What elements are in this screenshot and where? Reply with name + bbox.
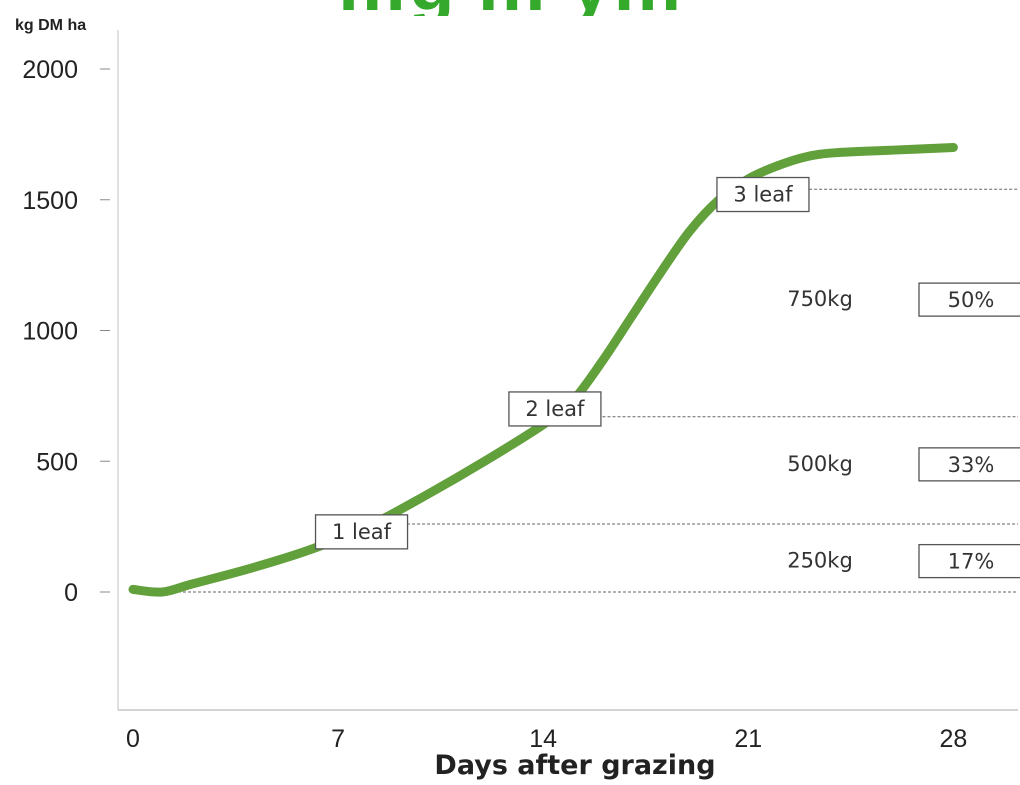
x-tick-label: 7	[331, 725, 345, 753]
tick-labels: 0 500 1000 1500 2000 0 7 14 21 28	[22, 56, 967, 753]
y-tick-label: 1500	[22, 187, 78, 215]
x-tick-label: 0	[126, 725, 140, 753]
leaf-annotation-label: 1 leaf	[332, 520, 392, 544]
x-tick-label: 21	[734, 725, 762, 753]
x-axis-label: Days after grazing	[434, 750, 716, 781]
x-tick-label: 14	[529, 725, 557, 753]
growth-curve	[128, 142, 958, 597]
band-amount-label: 500kg	[787, 452, 853, 476]
leaf-annotation-label: 3 leaf	[733, 183, 793, 207]
leaf-annotation-box	[508, 391, 602, 427]
growth-curve-line	[128, 142, 958, 597]
band-percent-box	[918, 447, 1020, 482]
band-amount-label: 250kg	[787, 549, 853, 573]
y-tick-label: 1000	[22, 318, 78, 346]
chart-title-banner: …g … y…	[0, 0, 1020, 16]
band-percent-label: 33%	[948, 453, 995, 477]
band-percent-label: 50%	[948, 288, 995, 312]
leaf-annotations: 1 leaf 2 leaf 3 leaf	[314, 176, 810, 550]
y-axis-label: kg DM ha	[15, 17, 87, 34]
band-percent-label: 17%	[948, 550, 995, 574]
band-percent-box	[918, 282, 1020, 317]
band-labels: 250kg 17% 500kg 33% 750kg 50%	[787, 282, 1020, 579]
x-tick-label: 28	[939, 725, 967, 753]
axes	[100, 30, 1018, 711]
chart-title-fragment: …g … y…	[335, 0, 684, 16]
y-tick-label: 0	[64, 579, 78, 607]
leaf-annotation-box	[314, 514, 409, 550]
leaf-annotation-label: 2 leaf	[525, 397, 585, 421]
y-tick-label: 500	[36, 448, 78, 476]
reference-lines	[133, 188, 1018, 593]
leaf-annotation-box	[716, 176, 810, 213]
y-tick-label: 2000	[22, 56, 78, 84]
band-percent-box	[918, 543, 1020, 579]
band-amount-label: 750kg	[787, 287, 853, 311]
